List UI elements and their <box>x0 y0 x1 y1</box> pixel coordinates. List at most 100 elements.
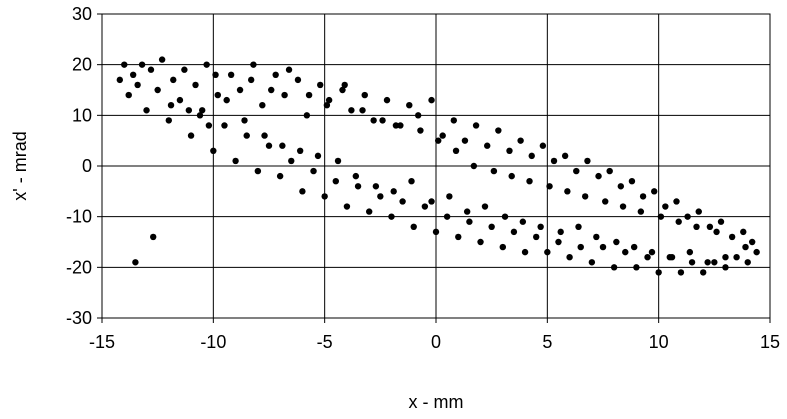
y-axis-label: x' - mrad <box>10 131 30 200</box>
data-point <box>675 218 682 225</box>
x-tick-label: 0 <box>431 332 441 352</box>
data-point <box>733 254 740 261</box>
data-point <box>581 193 589 200</box>
data-point <box>359 107 366 114</box>
data-point <box>443 213 451 220</box>
data-point <box>528 152 535 160</box>
data-point <box>748 238 756 246</box>
data-point <box>488 223 495 230</box>
data-point <box>662 203 669 210</box>
data-point <box>125 91 132 99</box>
data-point <box>250 61 257 68</box>
data-point <box>521 248 529 256</box>
data-point <box>296 147 304 154</box>
data-point <box>165 117 172 124</box>
y-tick-label: -30 <box>66 308 92 328</box>
data-point <box>633 264 640 271</box>
data-point <box>506 147 513 154</box>
data-point <box>276 172 284 180</box>
data-point <box>305 91 313 99</box>
data-point <box>439 132 446 139</box>
data-point <box>499 243 506 251</box>
data-point <box>176 96 184 104</box>
data-point <box>684 213 691 220</box>
data-point <box>138 61 146 68</box>
data-point <box>432 228 440 236</box>
data-point <box>247 76 255 84</box>
data-point <box>510 228 518 236</box>
data-point <box>561 152 569 160</box>
data-point <box>352 172 360 180</box>
data-point <box>223 96 230 104</box>
tick-labels: -15 -10 -5 0 5 10 15 -30 -20 -10 0 10 20 30 <box>66 4 780 352</box>
data-point <box>154 86 161 94</box>
data-point <box>595 172 602 180</box>
data-point <box>187 132 195 139</box>
data-points <box>116 56 760 276</box>
data-point <box>265 142 273 149</box>
data-point <box>599 243 607 251</box>
data-point <box>310 167 317 175</box>
data-point <box>210 147 217 154</box>
data-point <box>655 269 662 276</box>
data-point <box>753 248 760 256</box>
data-point <box>116 76 124 84</box>
data-point <box>129 71 137 79</box>
data-point <box>227 71 235 79</box>
data-point <box>722 254 729 261</box>
data-point <box>361 91 368 99</box>
data-point <box>181 66 188 73</box>
data-point <box>704 259 711 266</box>
y-tick-label: -20 <box>66 257 92 277</box>
data-point <box>243 132 250 139</box>
data-point <box>279 142 286 149</box>
data-point <box>628 178 636 185</box>
data-point <box>288 157 295 165</box>
data-point <box>742 243 749 251</box>
data-point <box>399 198 406 205</box>
data-point <box>577 243 584 251</box>
data-point <box>314 152 322 160</box>
data-point <box>388 213 395 220</box>
data-point <box>555 238 562 246</box>
data-point <box>377 193 384 200</box>
data-point <box>584 157 591 165</box>
data-point <box>408 178 415 185</box>
data-point <box>717 218 725 225</box>
data-point <box>370 117 377 124</box>
data-point <box>588 259 596 266</box>
data-point <box>613 238 620 246</box>
data-point <box>158 56 166 63</box>
data-point <box>134 81 141 89</box>
data-point <box>606 167 613 175</box>
data-point <box>472 122 480 129</box>
y-tick-label: -10 <box>66 207 92 227</box>
data-point <box>481 203 489 210</box>
data-point <box>455 233 462 241</box>
data-point <box>688 259 696 266</box>
data-point <box>452 147 460 154</box>
x-tick-label: 5 <box>542 332 552 352</box>
data-point <box>564 188 571 195</box>
data-point <box>414 112 422 119</box>
x-tick-label: -10 <box>200 332 226 352</box>
data-point <box>281 91 288 99</box>
data-point <box>299 188 306 195</box>
data-point <box>348 107 355 114</box>
data-point <box>325 96 333 104</box>
data-point <box>744 259 751 266</box>
data-point <box>196 112 204 119</box>
data-point <box>637 208 645 215</box>
data-point <box>366 208 373 215</box>
data-point <box>339 86 346 94</box>
data-point <box>657 213 665 220</box>
data-point <box>566 254 573 261</box>
data-point <box>644 254 651 261</box>
data-point <box>143 107 150 114</box>
data-point <box>728 233 736 241</box>
data-point <box>593 233 600 241</box>
data-point <box>533 233 540 241</box>
data-point <box>254 167 262 175</box>
data-point <box>740 228 747 236</box>
data-point <box>185 107 193 114</box>
